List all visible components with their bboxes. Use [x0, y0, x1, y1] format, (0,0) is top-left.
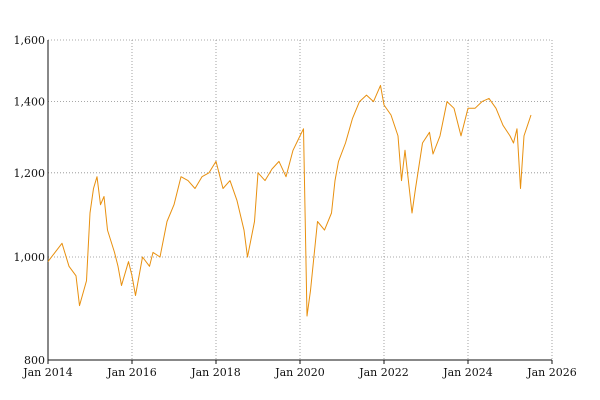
series-layer [47, 84, 532, 317]
y-tick-label: 1,600 [14, 34, 46, 47]
axes [47, 40, 553, 364]
x-tick-label: Jan 2024 [442, 366, 493, 379]
y-tick-label: 800 [24, 354, 45, 367]
tick-labels: 800 1,000 1,200 1,400 1,600 Jan 2014 Jan 2016 J… [14, 34, 577, 379]
y-tick-label: 1,200 [14, 167, 46, 180]
x-tick-label: Jan 2018 [190, 366, 241, 379]
x-tick-label: Jan 2026 [526, 366, 577, 379]
x-tick-label: Jan 2022 [358, 366, 409, 379]
y-tick-label: 1,400 [14, 96, 46, 109]
y-tick-label: 1,000 [14, 251, 46, 264]
x-tick-label: Jan 2014 [22, 366, 73, 379]
series-line [47, 84, 532, 317]
grid-lines [47, 39, 553, 361]
x-tick-label: Jan 2020 [274, 366, 325, 379]
x-tick-label: Jan 2016 [106, 366, 157, 379]
